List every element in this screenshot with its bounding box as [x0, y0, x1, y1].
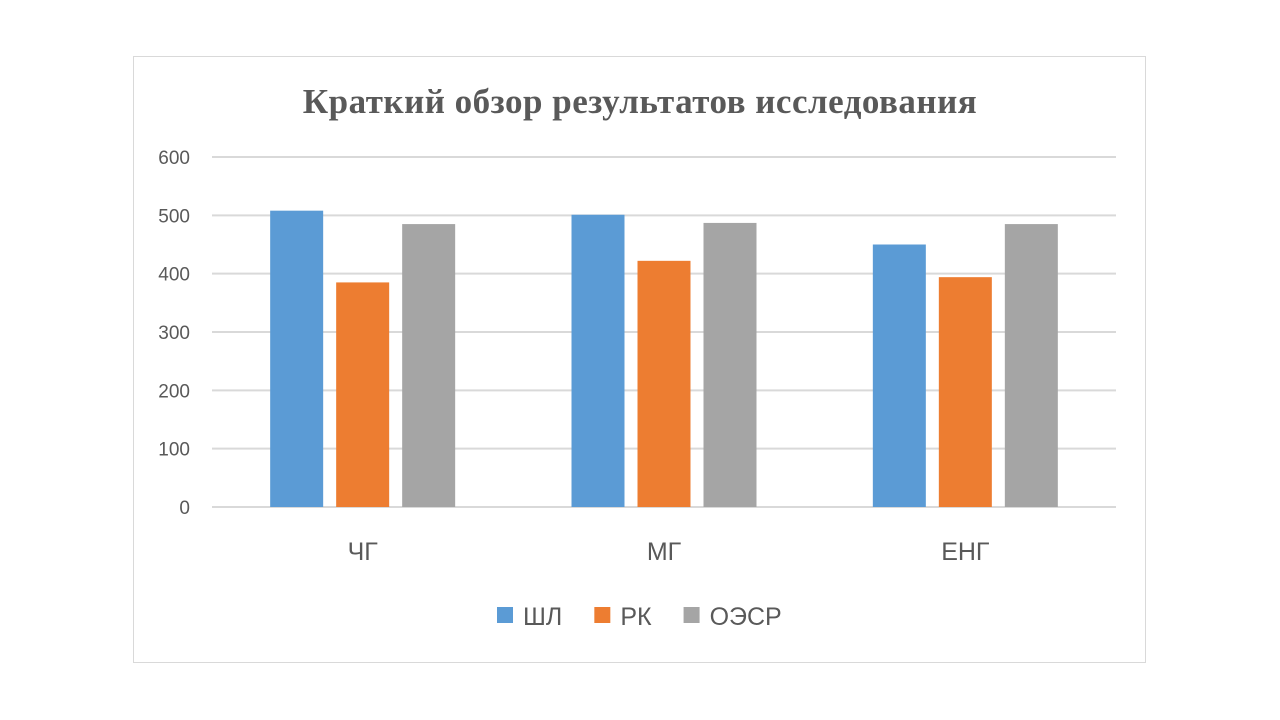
chart-title: Краткий обзор результатов исследования [302, 82, 978, 121]
x-tick-label: ЧГ [348, 538, 379, 566]
bar-ШЛ-ЧГ [270, 210, 324, 507]
legend-label: ШЛ [523, 603, 562, 631]
legend-swatch [683, 607, 700, 623]
y-tick-label: 400 [158, 265, 190, 286]
y-tick-label: 300 [158, 323, 190, 344]
bar-РК-ЧГ [336, 282, 390, 507]
bar-ШЛ-МГ [571, 214, 625, 507]
x-tick-label: МГ [647, 538, 682, 566]
bar-ШЛ-ЕНГ [872, 244, 926, 507]
y-tick-label: 100 [158, 440, 190, 461]
bar-ОЭСР-ЕНГ [1004, 224, 1058, 508]
bar-РК-ЕНГ [938, 277, 992, 507]
bar-ОЭСР-МГ [703, 222, 757, 507]
bar-РК-МГ [637, 260, 691, 507]
legend-label: РК [620, 603, 652, 631]
y-tick-label: 500 [158, 206, 190, 227]
legend-swatch [497, 607, 513, 623]
x-tick-label: ЕНГ [941, 538, 990, 566]
y-tick-label: 600 [158, 148, 190, 169]
y-tick-label: 0 [179, 498, 190, 519]
chart-frame [133, 56, 1146, 663]
legend-label: ОЭСР [710, 603, 782, 631]
legend-swatch [594, 607, 611, 623]
bar-ОЭСР-ЧГ [402, 224, 456, 508]
y-tick-label: 200 [158, 381, 190, 402]
